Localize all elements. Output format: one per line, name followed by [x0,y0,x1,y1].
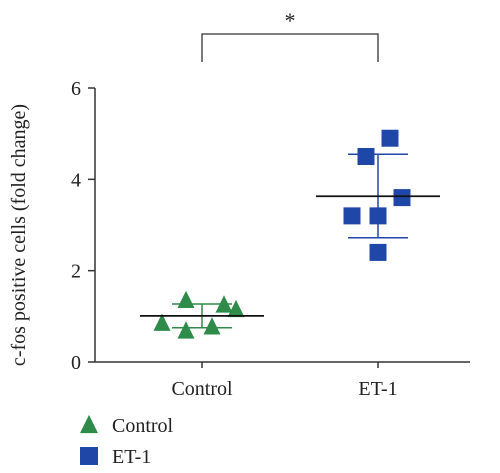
x-tick-label: ET-1 [358,378,397,400]
data-point-et-1 [369,243,387,261]
legend: Control ET-1 [80,414,174,468]
legend-label: Control [112,415,174,437]
y-axis-label: c-fos positive cells (fold change) [8,104,30,366]
y-tick-label: 2 [71,261,81,283]
y-tick-label: 6 [71,78,81,100]
data-point-control [227,299,245,318]
legend-marker-et-1 [80,447,98,465]
data-point-et-1 [343,207,361,225]
data-point-et-1 [381,129,399,147]
significance-bracket [201,33,379,62]
data-point-control [153,313,171,331]
significance-annotation: * [201,8,379,62]
data-point-et-1 [369,207,387,225]
data-point-control [177,290,195,308]
data-point-control [203,317,221,335]
data-point-control [177,321,195,339]
data-point-control [215,295,233,313]
legend-label: ET-1 [112,446,151,468]
x-tick-label: Control [171,378,233,400]
data-point-et-1 [393,189,411,207]
y-tick-label: 4 [71,169,81,191]
y-tick-label: 0 [71,352,81,374]
significance-star: * [285,8,296,33]
data-point-et-1 [357,148,375,165]
data-marks [140,129,440,339]
axes: 0 2 4 6 Control ET-1 c-fos positive cells (fol… [8,78,470,400]
legend-marker-control [80,414,98,434]
